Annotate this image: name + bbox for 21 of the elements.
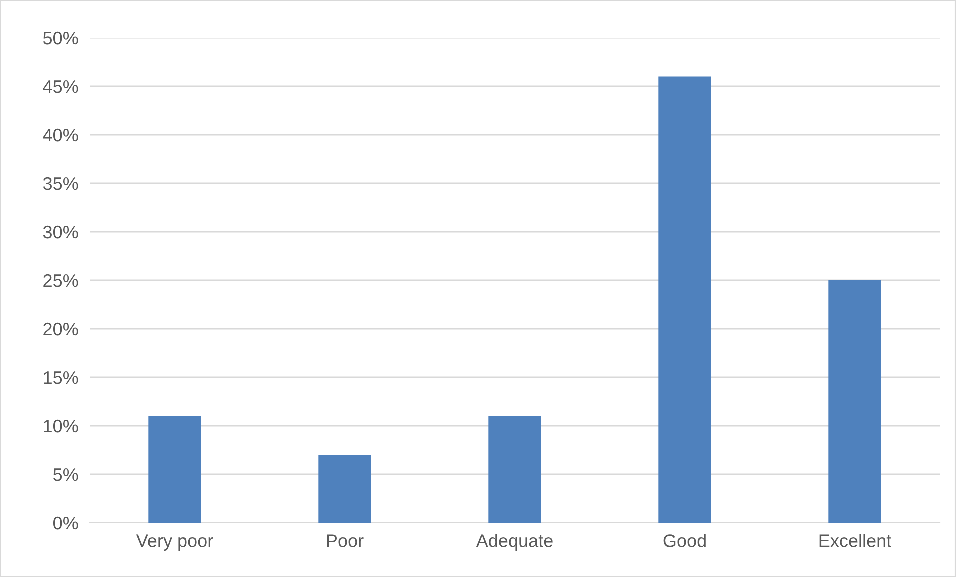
bar xyxy=(318,455,372,523)
y-tick-label: 10% xyxy=(44,420,78,433)
y-tick-label: 15% xyxy=(44,372,78,384)
y-tick-label: 30% xyxy=(43,226,78,239)
y-tick-label: 0% xyxy=(54,516,78,530)
x-tick-label: Good xyxy=(664,534,706,548)
y-tick-label: 20% xyxy=(44,322,78,336)
bar xyxy=(828,280,882,523)
x-tick-label: Adequate xyxy=(476,534,553,551)
bar xyxy=(658,76,712,523)
x-tick-label: Very poor xyxy=(136,534,214,551)
bar xyxy=(148,416,202,523)
y-tick-label: 5% xyxy=(54,468,78,482)
y-tick-label: 40% xyxy=(43,128,78,142)
y-tick-label: 25% xyxy=(44,274,78,288)
bar xyxy=(488,416,542,523)
y-tick-label: 50% xyxy=(43,32,78,45)
x-tick-label: Excellent xyxy=(820,534,892,548)
y-tick-label: 35% xyxy=(43,177,78,190)
x-tick-label: Poor xyxy=(327,534,364,548)
y-tick-label: 45% xyxy=(43,80,78,94)
